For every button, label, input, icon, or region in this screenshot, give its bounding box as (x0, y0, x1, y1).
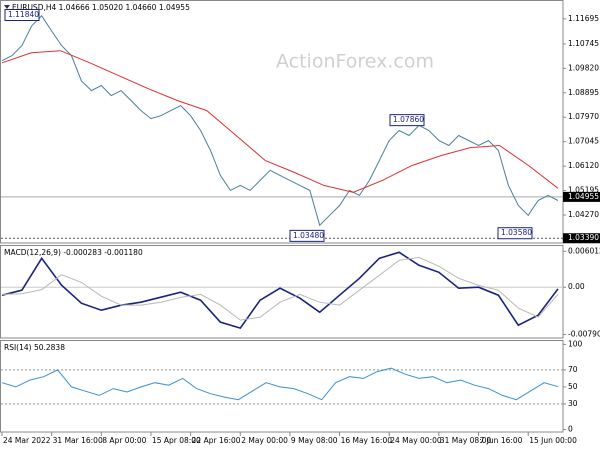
y-tick-label: 50 (568, 382, 578, 391)
x-tick-label: 31 May 08:00 (440, 436, 492, 445)
y-tick-label: 0.00 (568, 282, 585, 291)
annotation-label: 1.03480 (293, 231, 324, 240)
annotation-box (4, 9, 40, 22)
y-tick-label: 1.05195 (568, 186, 599, 195)
x-tick-label: 15 Apr 08:00 (152, 436, 201, 445)
current-price-bg (563, 191, 600, 202)
series-line (1, 251, 559, 330)
series-line (1, 15, 559, 227)
level-label: 1.03390 (568, 233, 599, 242)
annotation-label: 1.11840 (8, 10, 39, 19)
y-tick-label: 100 (568, 339, 583, 348)
watermark: ActionForex.com (276, 51, 434, 73)
series-line (1, 256, 559, 321)
x-tick-label: 2 May 00:00 (241, 436, 288, 445)
annotation-label: 1.07860 (393, 115, 424, 124)
series-line (1, 50, 559, 193)
x-tick-label: 15 Jun 00:00 (529, 436, 577, 445)
y-tick-label: 0.006012 (568, 246, 600, 255)
y-tick-label: 30 (568, 399, 578, 408)
annotation-box (389, 114, 425, 127)
x-tick-label: 7 Jun 16:00 (480, 436, 523, 445)
y-tick-label: 1.11695 (568, 14, 599, 23)
panel-title: EURUSD,H4 1.04666 1.05020 1.04660 1.0495… (12, 3, 190, 12)
panel-title: RSI(14) 50.2838 (4, 343, 65, 352)
y-tick-label: 1.07970 (568, 112, 599, 121)
series-line (1, 367, 559, 401)
y-tick-label: 1.09820 (568, 63, 599, 72)
x-tick-label: 24 May 00:00 (390, 436, 442, 445)
current-price-label: 1.04955 (568, 192, 599, 201)
x-tick-label: 22 Apr 16:00 (192, 436, 241, 445)
annotation-box (289, 229, 325, 242)
y-tick-label: 1.04270 (568, 210, 599, 219)
y-tick-label: 1.06120 (568, 161, 599, 170)
y-tick-label: 1.07045 (568, 137, 599, 146)
y-tick-label: 70 (568, 365, 578, 374)
annotation-label: 1.03580 (501, 228, 532, 237)
annotation-box (497, 227, 533, 240)
price-frame (0, 0, 564, 244)
y-tick-label: -0.007907 (568, 329, 600, 338)
x-tick-label: 24 Mar 2022 (3, 436, 51, 445)
level-label-bg (563, 233, 600, 244)
y-tick-label: 1.10745 (568, 39, 599, 48)
x-tick-label: 8 Apr 00:00 (102, 436, 146, 445)
x-tick-label: 9 May 08:00 (291, 436, 338, 445)
rsi-frame (0, 340, 564, 433)
macd-frame (0, 245, 564, 339)
y-tick-label: 0 (568, 424, 573, 433)
symbol-icon (4, 5, 10, 9)
x-tick-label: 16 May 16:00 (341, 436, 393, 445)
x-tick-label: 31 Mar 16:00 (53, 436, 103, 445)
y-tick-label: 1.08895 (568, 88, 599, 97)
panel-title: MACD(12,26,9) -0.000283 -0.001180 (4, 248, 143, 257)
